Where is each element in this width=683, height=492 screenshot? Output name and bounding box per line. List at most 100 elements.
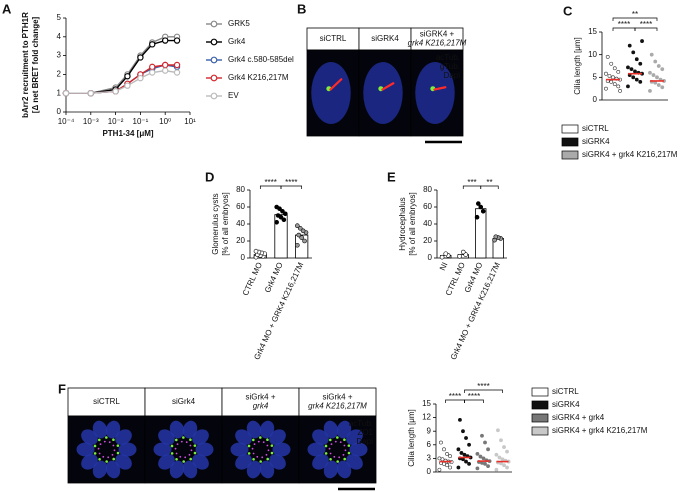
cilium — [107, 456, 110, 459]
junction — [270, 451, 274, 455]
y-tick-label: 20 — [423, 236, 432, 245]
data-point — [137, 74, 144, 82]
y-tick-label: 5 — [57, 13, 62, 22]
data-point — [467, 461, 471, 466]
data-point — [87, 89, 95, 97]
data-point — [640, 39, 644, 43]
nucleus — [92, 460, 108, 479]
data-point — [480, 208, 486, 214]
significance-label: **** — [449, 392, 461, 401]
data-point — [481, 456, 486, 461]
data-point — [295, 242, 300, 248]
data-point — [500, 457, 505, 462]
y-axis-label: [Δ net BRET fold change] — [31, 16, 40, 113]
y-axis-label: Glomerulus cysts — [211, 193, 220, 254]
data-point — [112, 88, 119, 95]
nucleus — [158, 429, 175, 445]
legend-label: siGRK4 + grk4 — [552, 413, 605, 422]
junction — [270, 444, 274, 447]
cilium — [329, 78, 343, 91]
nucleus — [346, 429, 363, 445]
data-point — [283, 211, 288, 217]
data-point — [137, 54, 144, 61]
data-point — [437, 467, 442, 472]
nucleus — [182, 460, 198, 479]
data-point — [281, 217, 287, 223]
cilium — [180, 440, 183, 443]
image-header-text: grk4 K216,217M — [408, 39, 467, 48]
legend-marker — [210, 56, 218, 64]
y-tick-label: 2 — [57, 70, 62, 79]
data-point — [124, 73, 131, 80]
junction — [343, 438, 346, 441]
data-point — [499, 438, 503, 443]
data-point — [445, 463, 449, 468]
junction — [259, 436, 262, 439]
y-tick-label: 0 — [428, 253, 433, 262]
significance-label: **** — [285, 178, 297, 187]
nucleus — [230, 442, 249, 457]
data-point — [616, 69, 621, 74]
data-point — [502, 463, 506, 468]
image-header-text: grk4 K216,217M — [308, 402, 367, 411]
legend-label: GRK5 — [228, 19, 250, 28]
junction — [259, 460, 262, 463]
data-point — [467, 442, 471, 447]
junction — [347, 444, 351, 447]
y-axis-label: bArr2 recruitment to PTH1R — [21, 12, 30, 118]
legend-label: EV — [228, 91, 239, 100]
y-tick-label: 60 — [423, 202, 432, 211]
junction — [252, 438, 255, 442]
cilium — [381, 82, 395, 91]
junction — [343, 457, 346, 461]
y-tick-label: 5 — [593, 72, 598, 81]
cilium — [328, 447, 331, 450]
data-point — [274, 220, 279, 225]
data-point — [448, 454, 452, 459]
legend-marker — [210, 92, 218, 100]
x-tick-label: Grk4 MO — [263, 261, 285, 294]
junction — [329, 458, 332, 461]
data-point — [609, 79, 614, 84]
x-tick-label: 10¹ — [184, 117, 196, 126]
legend-marker — [210, 20, 218, 28]
cilium — [253, 443, 256, 446]
panel-letter: E — [387, 169, 396, 184]
stain-label: ZO1 — [357, 428, 373, 437]
cilium — [256, 455, 259, 458]
data-point — [493, 234, 499, 240]
legend-label: siCTRL — [582, 124, 609, 133]
junction — [324, 452, 328, 455]
legend-marker — [210, 74, 218, 82]
y-tick-label: 20 — [236, 236, 245, 245]
significance-label: **** — [618, 20, 630, 29]
data-point — [161, 37, 169, 44]
significance-label: **** — [468, 392, 480, 401]
junction — [116, 451, 120, 455]
data-point — [464, 436, 468, 440]
data-point — [653, 59, 658, 64]
cilium — [184, 456, 187, 459]
image-header-text: siGrk4 — [172, 397, 196, 406]
significance-bracket — [464, 399, 484, 403]
junction — [266, 457, 269, 461]
data-point — [612, 82, 617, 87]
junction — [93, 452, 97, 455]
junction — [98, 458, 101, 461]
y-axis-label: Cilia length [μm] — [573, 37, 582, 95]
data-point — [502, 445, 506, 449]
panel-letter: F — [58, 381, 66, 396]
y-tick-label: 40 — [423, 219, 432, 228]
significance-label: ** — [486, 178, 492, 187]
nucleus — [312, 429, 329, 445]
image-header — [298, 387, 377, 417]
cilium — [251, 447, 254, 450]
x-tick-label: 10⁻⁴ — [58, 117, 75, 126]
junction — [247, 444, 251, 448]
data-point — [456, 447, 461, 452]
y-axis-label: [% of all embryos] — [221, 192, 230, 256]
legend-swatch — [531, 413, 549, 423]
y-tick-label: 60 — [236, 202, 245, 211]
data-point — [299, 235, 304, 240]
nucleus — [115, 454, 132, 470]
